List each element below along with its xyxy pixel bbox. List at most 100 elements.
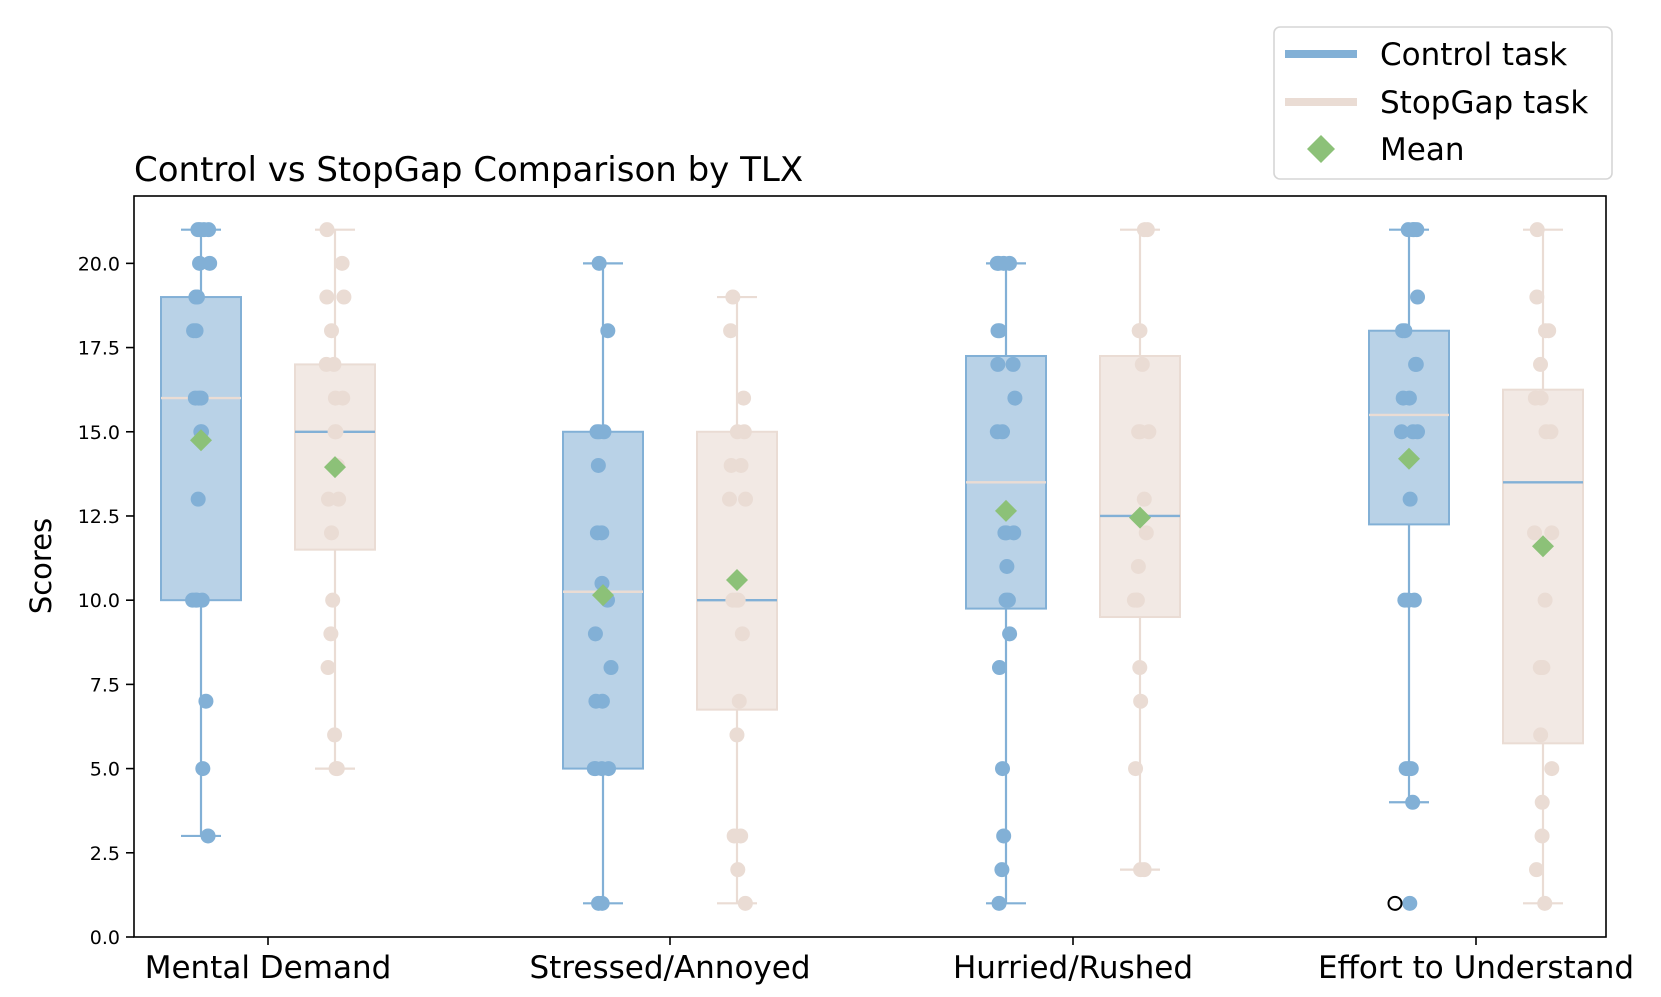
- data-point: [1128, 761, 1144, 777]
- x-category-label: Effort to Understand: [1318, 950, 1634, 986]
- data-point: [1132, 660, 1148, 676]
- data-point: [1528, 862, 1544, 878]
- y-tick-label: 15.0: [78, 422, 120, 444]
- data-point: [1527, 525, 1543, 541]
- legend: Control task StopGap task Mean: [1273, 26, 1613, 180]
- data-point: [725, 592, 741, 608]
- plot-marks: [160, 222, 1584, 911]
- data-point: [586, 761, 602, 777]
- data-point: [991, 895, 1007, 911]
- data-point: [327, 424, 343, 440]
- y-tick-label: 10.0: [78, 590, 120, 612]
- data-point: [1136, 222, 1152, 238]
- chart-title: Control vs StopGap Comparison by TLX: [134, 150, 803, 190]
- box-group: [562, 255, 644, 911]
- plot-frame: [133, 195, 1607, 938]
- legend-box: [1273, 26, 1613, 180]
- data-point: [1141, 424, 1157, 440]
- data-point: [990, 356, 1006, 372]
- data-point: [323, 626, 339, 642]
- data-point: [1544, 761, 1560, 777]
- data-point: [1130, 559, 1146, 574]
- data-point: [737, 895, 753, 911]
- data-point: [1410, 424, 1426, 440]
- data-point: [1002, 626, 1018, 642]
- data-point: [729, 424, 745, 440]
- legend-label: StopGap task: [1380, 85, 1588, 121]
- data-point: [729, 727, 745, 743]
- data-point: [1395, 323, 1411, 339]
- data-point: [991, 255, 1007, 271]
- outlier-point: [1387, 895, 1403, 911]
- data-point: [196, 222, 212, 238]
- data-point: [319, 289, 335, 305]
- data-point: [990, 323, 1006, 339]
- data-point: [1533, 727, 1549, 743]
- mean-marker: [1532, 535, 1554, 558]
- data-point: [1406, 592, 1422, 608]
- data-point: [594, 525, 610, 541]
- y-tick-label: 7.5: [90, 674, 120, 696]
- box-group: [1368, 222, 1450, 911]
- mean-marker: [995, 499, 1017, 522]
- x-category-label: Stressed/Annoyed: [529, 950, 810, 986]
- data-point: [994, 862, 1010, 878]
- data-point: [1138, 525, 1154, 541]
- y-axis-label: Scores: [24, 518, 58, 614]
- data-point: [323, 525, 339, 541]
- data-point: [590, 457, 606, 473]
- data-point: [1126, 592, 1142, 608]
- data-point: [1537, 592, 1553, 608]
- data-point: [731, 693, 747, 709]
- y-tick-label: 17.5: [78, 338, 120, 360]
- data-point: [1131, 323, 1147, 339]
- data-point: [326, 356, 342, 372]
- data-point: [996, 828, 1012, 844]
- data-point: [989, 424, 1005, 440]
- data-point: [1136, 862, 1152, 878]
- data-point: [1544, 525, 1560, 541]
- data-point: [734, 626, 750, 642]
- box: [1099, 354, 1181, 619]
- legend-label: Mean: [1380, 132, 1464, 168]
- data-point: [1537, 895, 1553, 911]
- data-point: [324, 323, 340, 339]
- data-point: [721, 491, 737, 507]
- data-point: [587, 626, 603, 642]
- mean-marker: [726, 568, 748, 591]
- data-point: [1402, 491, 1418, 507]
- data-point: [999, 559, 1015, 574]
- data-point: [991, 660, 1007, 676]
- y-tick-label: 12.5: [78, 506, 120, 528]
- data-point: [1533, 356, 1549, 372]
- y-tick-label: 0.0: [90, 927, 120, 949]
- y-tick-label: 20.0: [78, 253, 120, 275]
- y-tick-label: 5.0: [90, 759, 120, 781]
- data-point: [591, 255, 607, 271]
- box-group: [294, 222, 376, 777]
- box-group: [1502, 222, 1584, 911]
- data-point: [594, 895, 610, 911]
- data-point: [194, 592, 210, 608]
- data-point: [1001, 255, 1017, 271]
- data-point: [736, 390, 752, 406]
- box-group: [696, 289, 778, 911]
- box-group: [160, 222, 242, 844]
- data-point: [327, 727, 343, 743]
- data-point: [600, 323, 616, 339]
- x-category-label: Mental Demand: [145, 950, 392, 986]
- data-point: [1133, 693, 1149, 709]
- mean-marker: [190, 429, 212, 452]
- data-point: [1005, 356, 1021, 372]
- data-point: [723, 323, 739, 339]
- data-point: [1402, 895, 1418, 911]
- data-point: [1541, 323, 1557, 339]
- data-point: [601, 761, 617, 777]
- data-point: [1395, 390, 1411, 406]
- data-point: [320, 660, 336, 676]
- legend-mean-icon: [1307, 135, 1335, 163]
- data-point: [1136, 491, 1152, 507]
- data-point: [725, 289, 741, 305]
- data-point: [325, 592, 341, 608]
- data-point: [1408, 356, 1424, 372]
